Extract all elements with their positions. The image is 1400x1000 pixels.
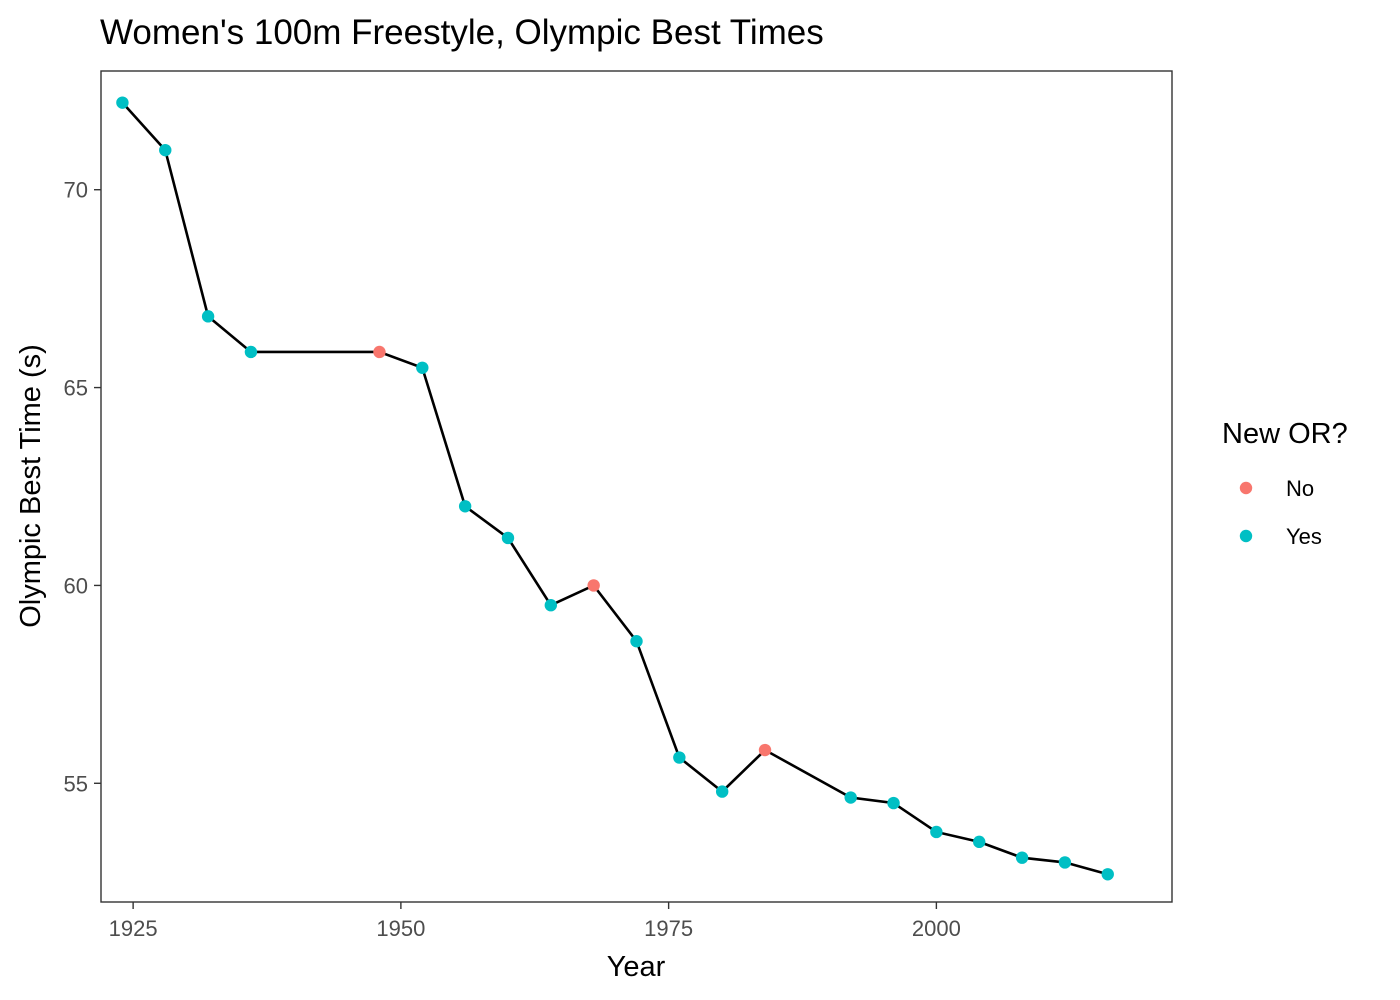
data-point-1984: [758, 743, 772, 757]
data-point-1972: [630, 635, 643, 648]
data-point-2012: [1058, 856, 1072, 869]
data-point-1936: [244, 345, 258, 359]
legend-title: New OR?: [1222, 418, 1348, 450]
chart-title: Women's 100m Freestyle, Olympic Best Tim…: [100, 13, 824, 52]
y-tick-label: 60: [64, 573, 88, 598]
data-point-2000: [930, 825, 943, 839]
x-tick-label: 1925: [109, 916, 158, 941]
series-line: [121, 101, 1109, 876]
y-tick-label: 55: [64, 771, 88, 796]
x-tick-label: 2000: [912, 916, 961, 941]
data-point-1992: [844, 791, 857, 804]
legend-label-no: No: [1286, 476, 1314, 501]
data-point-1928: [159, 143, 172, 157]
legend-key-yes: [1239, 529, 1253, 543]
x-axis: 1925 1950 1975 2000: [109, 902, 961, 941]
legend: New OR? No Yes: [1222, 418, 1348, 549]
legend-key-no: [1239, 481, 1253, 495]
data-point-2004: [973, 835, 986, 849]
y-axis-title: Olympic Best Time (s): [15, 344, 47, 628]
data-point-1956: [458, 500, 472, 513]
data-point-2016: [1101, 868, 1114, 881]
legend-label-yes: Yes: [1286, 524, 1322, 549]
x-tick-label: 1950: [376, 916, 425, 941]
data-point-1960: [501, 531, 515, 545]
data-point-1952: [416, 361, 429, 374]
data-point-1964: [544, 599, 558, 612]
y-axis: 55 60 65 70: [64, 178, 101, 796]
data-point-1976: [673, 751, 686, 764]
data-point-1980: [715, 785, 729, 798]
y-tick-label: 65: [64, 376, 88, 401]
plot-panel: [100, 70, 1173, 903]
data-point-1996: [887, 796, 900, 810]
data-point-2008: [1015, 851, 1029, 864]
data-point-1924: [116, 96, 129, 109]
y-tick-label: 70: [64, 178, 88, 203]
data-point-1968: [587, 579, 600, 592]
x-tick-label: 1975: [644, 916, 693, 941]
data-point-1948: [373, 345, 386, 359]
data-point-1932: [201, 310, 215, 323]
data-points: [116, 96, 1114, 881]
x-axis-title: Year: [607, 951, 666, 983]
